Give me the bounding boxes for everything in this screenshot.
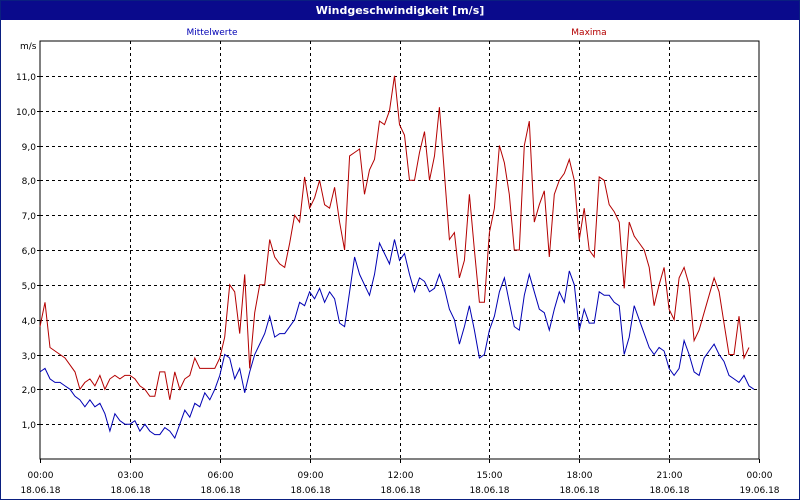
x-tick-time: 18:00	[567, 471, 593, 481]
x-tick-time: 06:00	[208, 471, 234, 481]
window-title: Windgeschwindigkeit [m/s]	[1, 1, 799, 20]
y-axis-label: m/s	[20, 42, 37, 52]
x-tick-time: 12:00	[388, 471, 414, 481]
y-tick-label: 2,0	[22, 386, 37, 396]
x-tick-date: 18.06.18	[290, 486, 330, 496]
x-tick-time: 00:00	[747, 471, 773, 481]
y-tick-label: 11,0	[16, 73, 36, 83]
y-tick-label: 6,0	[22, 247, 37, 257]
legend-maxima: Maxima	[571, 28, 606, 38]
y-tick-label: 1,0	[22, 421, 37, 431]
x-tick-date: 19.06.18	[739, 486, 779, 496]
y-tick-label: 9,0	[22, 143, 37, 153]
series	[39, 75, 755, 440]
series-line-maxima	[39, 75, 750, 400]
x-tick-date: 18.06.18	[20, 486, 60, 496]
x-tick-time: 15:00	[477, 471, 503, 481]
y-tick-label: 8,0	[22, 177, 37, 187]
series-line-mittelwerte	[39, 239, 755, 440]
grid	[40, 41, 759, 459]
x-tick-time: 21:00	[657, 471, 683, 481]
x-tick-date: 18.06.18	[649, 486, 689, 496]
x-tick-time: 00:00	[28, 471, 54, 481]
y-tick-label: 3,0	[22, 352, 37, 362]
y-tick-label: 4,0	[22, 317, 37, 327]
x-tick-date: 18.06.18	[469, 486, 509, 496]
y-tick-label: 5,0	[22, 282, 37, 292]
x-axis-ticks: 00:00 18.06.18 03:00 18.06.18 06:00 18.06.18 0…	[20, 459, 780, 496]
x-tick-date: 18.06.18	[380, 486, 420, 496]
x-tick-date: 18.06.18	[200, 486, 240, 496]
x-tick-time: 03:00	[118, 471, 144, 481]
x-tick-time: 09:00	[298, 471, 324, 481]
x-tick-date: 18.06.18	[110, 486, 150, 496]
y-tick-label: 7,0	[22, 212, 37, 222]
y-tick-label: 10,0	[16, 108, 36, 118]
x-tick-date: 18.06.18	[559, 486, 599, 496]
legend-mittelwerte: Mittelwerte	[186, 28, 237, 38]
y-axis-ticks: 1,0 2,0 3,0 4,0 5,0 6,0 7,0 8,0 9,0 10,0 11,0	[16, 73, 40, 431]
plot-frame	[39, 40, 760, 460]
